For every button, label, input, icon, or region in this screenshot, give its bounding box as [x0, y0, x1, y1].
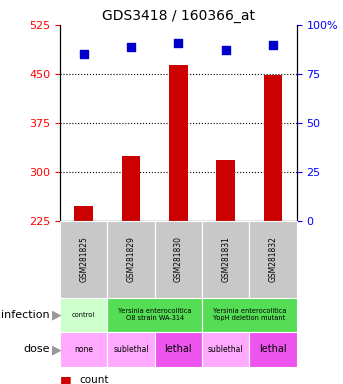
Text: GSM281832: GSM281832 [269, 236, 277, 282]
Bar [249, 221, 297, 298]
Text: sublethal: sublethal [113, 345, 149, 354]
Text: Yersinia enterocolitica
YopH deletion mutant: Yersinia enterocolitica YopH deletion mu… [213, 308, 286, 321]
Point [270, 41, 276, 48]
Bar [216, 160, 235, 221]
Text: sublethal: sublethal [208, 345, 244, 354]
Text: GSM281831: GSM281831 [221, 236, 230, 282]
Text: GSM281830: GSM281830 [174, 236, 183, 282]
Text: ■: ■ [60, 374, 72, 384]
Text: lethal: lethal [165, 344, 192, 354]
Bar [60, 298, 107, 332]
Point [176, 40, 181, 46]
Point [128, 43, 134, 50]
Bar [107, 332, 155, 367]
Bar [155, 332, 202, 367]
Bar [107, 298, 202, 332]
Bar [169, 65, 188, 221]
Title: GDS3418 / 160366_at: GDS3418 / 160366_at [102, 8, 255, 23]
Bar [202, 298, 297, 332]
Bar [155, 221, 202, 298]
Point [81, 51, 86, 58]
Text: GSM281825: GSM281825 [79, 236, 88, 282]
Text: Yersinia enterocolitica
O8 strain WA-314: Yersinia enterocolitica O8 strain WA-314 [118, 308, 191, 321]
Bar [60, 332, 107, 367]
Bar [60, 221, 107, 298]
Text: GSM281829: GSM281829 [127, 236, 135, 282]
Bar [202, 332, 249, 367]
Text: control: control [72, 312, 95, 318]
Bar [249, 332, 297, 367]
Text: lethal: lethal [259, 344, 287, 354]
Text: ▶: ▶ [52, 308, 61, 321]
Point [223, 47, 228, 53]
Bar [263, 74, 283, 221]
Text: infection: infection [1, 310, 50, 320]
Bar [202, 221, 249, 298]
Bar [121, 156, 141, 221]
Bar [107, 221, 155, 298]
Text: dose: dose [23, 344, 50, 354]
Text: none: none [74, 345, 93, 354]
Text: count: count [79, 375, 108, 384]
Bar [74, 206, 93, 221]
Text: ▶: ▶ [52, 343, 61, 356]
